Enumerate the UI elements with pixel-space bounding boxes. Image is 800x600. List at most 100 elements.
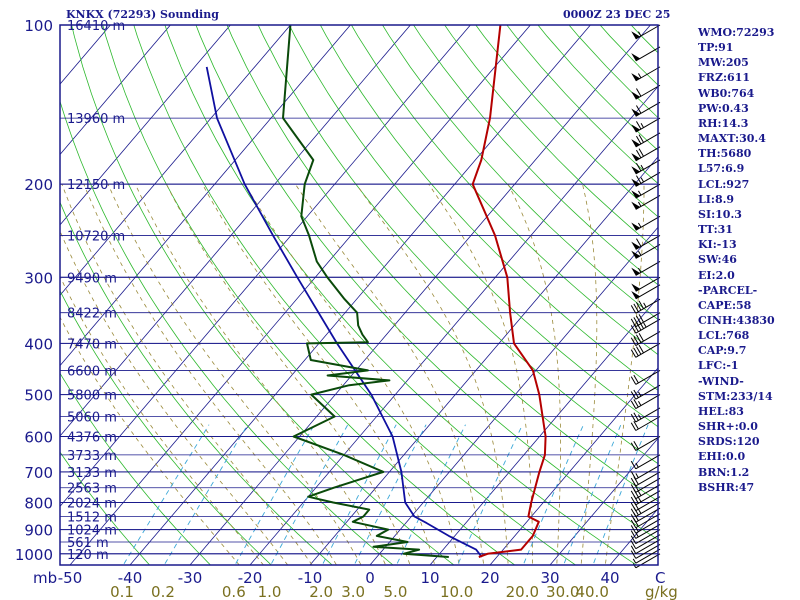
moist-adiabat-line [580, 184, 598, 565]
index-item: FRZ:611 [698, 71, 751, 85]
wind-barb [630, 331, 661, 347]
moist-adiabat-line [60, 316, 240, 565]
height-label: 1512 m [67, 510, 117, 525]
wind-barb [631, 215, 661, 231]
moist-adiabat-line [166, 184, 411, 565]
dry-adiabat-line [790, 1, 800, 572]
pressure-tick-label: 900 [24, 522, 53, 540]
moist-adiabat-line [356, 183, 509, 565]
wind-barb [630, 543, 661, 559]
wind-barb-layer [630, 24, 661, 569]
mixing-ratio-label: 1.0 [258, 583, 282, 600]
height-label: 120 m [67, 548, 109, 563]
moist-adiabat-line [107, 184, 362, 565]
mixing-ratio-line [234, 424, 315, 565]
moist-adiabat-line [604, 184, 645, 565]
index-item: TP:91 [698, 41, 734, 55]
profile-layer [205, 25, 547, 558]
dry-adiabat-line [257, 25, 658, 465]
sounding-datetime: 0000Z 23 DEC 25 [563, 8, 671, 21]
height-label: 8422 m [67, 307, 117, 322]
height-label: 9490 m [67, 271, 117, 286]
index-item: LFC:-1 [698, 359, 739, 373]
wind-barb [631, 159, 661, 175]
height-label: 5800 m [67, 389, 117, 404]
mixing-ratio-label: 5.0 [384, 583, 408, 600]
index-item: SI:10.3 [698, 207, 742, 221]
dry-adiabat-line [382, 25, 658, 321]
index-item: HEL:83 [698, 404, 744, 418]
wind-barb [631, 146, 661, 162]
temperature-tick-label: -40 [118, 569, 143, 587]
dry-adiabat-line [60, 100, 394, 565]
index-item: LI:8.9 [698, 192, 735, 206]
mixing-ratio-label: 0.6 [222, 583, 246, 600]
pressure-tick-label: 700 [24, 464, 53, 482]
wind-barb [631, 261, 661, 276]
dry-adiabat-line [195, 25, 658, 541]
wind-barb [631, 117, 661, 133]
index-item: RH:14.3 [698, 116, 749, 130]
wind-barb [630, 518, 661, 534]
mixing-ratio-line [592, 424, 649, 565]
parcel-trace [205, 66, 483, 558]
index-item: MAXT:30.4 [698, 132, 766, 146]
dry-adiabat-line [226, 25, 658, 502]
wind-barb [631, 234, 661, 250]
wind-barb [631, 171, 661, 187]
mixing-ratio-label: 20.0 [506, 583, 539, 600]
pressure-tick-label: 400 [24, 335, 53, 353]
height-label: 3733 m [67, 449, 117, 464]
mixing-ratio-label: 0.1 [110, 583, 134, 600]
plot-frame [59, 24, 659, 566]
dry-adiabat-line [102, 25, 516, 565]
height-label: 7470 m [67, 337, 117, 352]
pressure-tick-label: 1000 [15, 546, 53, 564]
height-label: 4376 m [67, 430, 117, 445]
temperature-tick-label: 0 [365, 569, 375, 587]
sounding-indices: WMO:72293 TP:91 MW:205 FRZ:611 WB0:764 PW:0.4… [698, 25, 775, 495]
isotherm-line [189, 25, 651, 565]
dry-adiabat-line [60, 451, 151, 565]
temperature-tick-label: 40 [600, 569, 619, 587]
wind-barb [630, 342, 661, 358]
height-label: 6600 m [67, 364, 117, 379]
wind-barb [631, 276, 661, 292]
mixing-ratio-label: 0.2 [151, 583, 175, 600]
mixing-ratio-line [353, 424, 427, 565]
temperature-tick-label: -30 [178, 569, 203, 587]
wind-barb [630, 298, 661, 314]
mixing-ratio-unit-label: g/kg [645, 583, 678, 600]
pressure-tick-label: 800 [24, 495, 53, 513]
mixing-ratio-label: 30.0 [546, 583, 579, 600]
pressure-tick-label: 600 [24, 428, 53, 446]
wind-barb [630, 534, 661, 550]
mixing-ratio-label: 2.0 [309, 583, 333, 600]
isotherm-line [69, 25, 531, 565]
index-item: LCL:768 [698, 329, 750, 343]
height-label: 3133 m [67, 466, 117, 481]
grid-layer [60, 1, 800, 572]
mixing-ratio-line [321, 424, 397, 565]
index-item: EI:2.0 [698, 268, 735, 282]
wind-barb [630, 464, 661, 480]
index-item: PW:0.43 [698, 101, 749, 115]
index-item: BRN:1.2 [698, 465, 750, 479]
wind-barb [630, 454, 661, 470]
isotherm-line [489, 367, 658, 565]
wind-barb [630, 416, 661, 431]
dry-adiabat-line [444, 25, 658, 252]
mixing-ratio-line [270, 424, 349, 565]
station-title: KNKX (72293) Sounding [66, 8, 219, 21]
dry-adiabat-line [60, 201, 333, 565]
moist-adiabat-line [61, 184, 313, 565]
dry-adiabat-line [288, 25, 658, 428]
isotherm-line [369, 226, 658, 565]
moist-adiabat-line [60, 230, 289, 565]
mixing-ratio-line [522, 424, 584, 565]
height-label: 5060 m [67, 411, 117, 426]
height-label: 561 m [67, 536, 109, 551]
index-item: TT:31 [698, 223, 733, 237]
index-item: -WIND- [698, 374, 744, 388]
